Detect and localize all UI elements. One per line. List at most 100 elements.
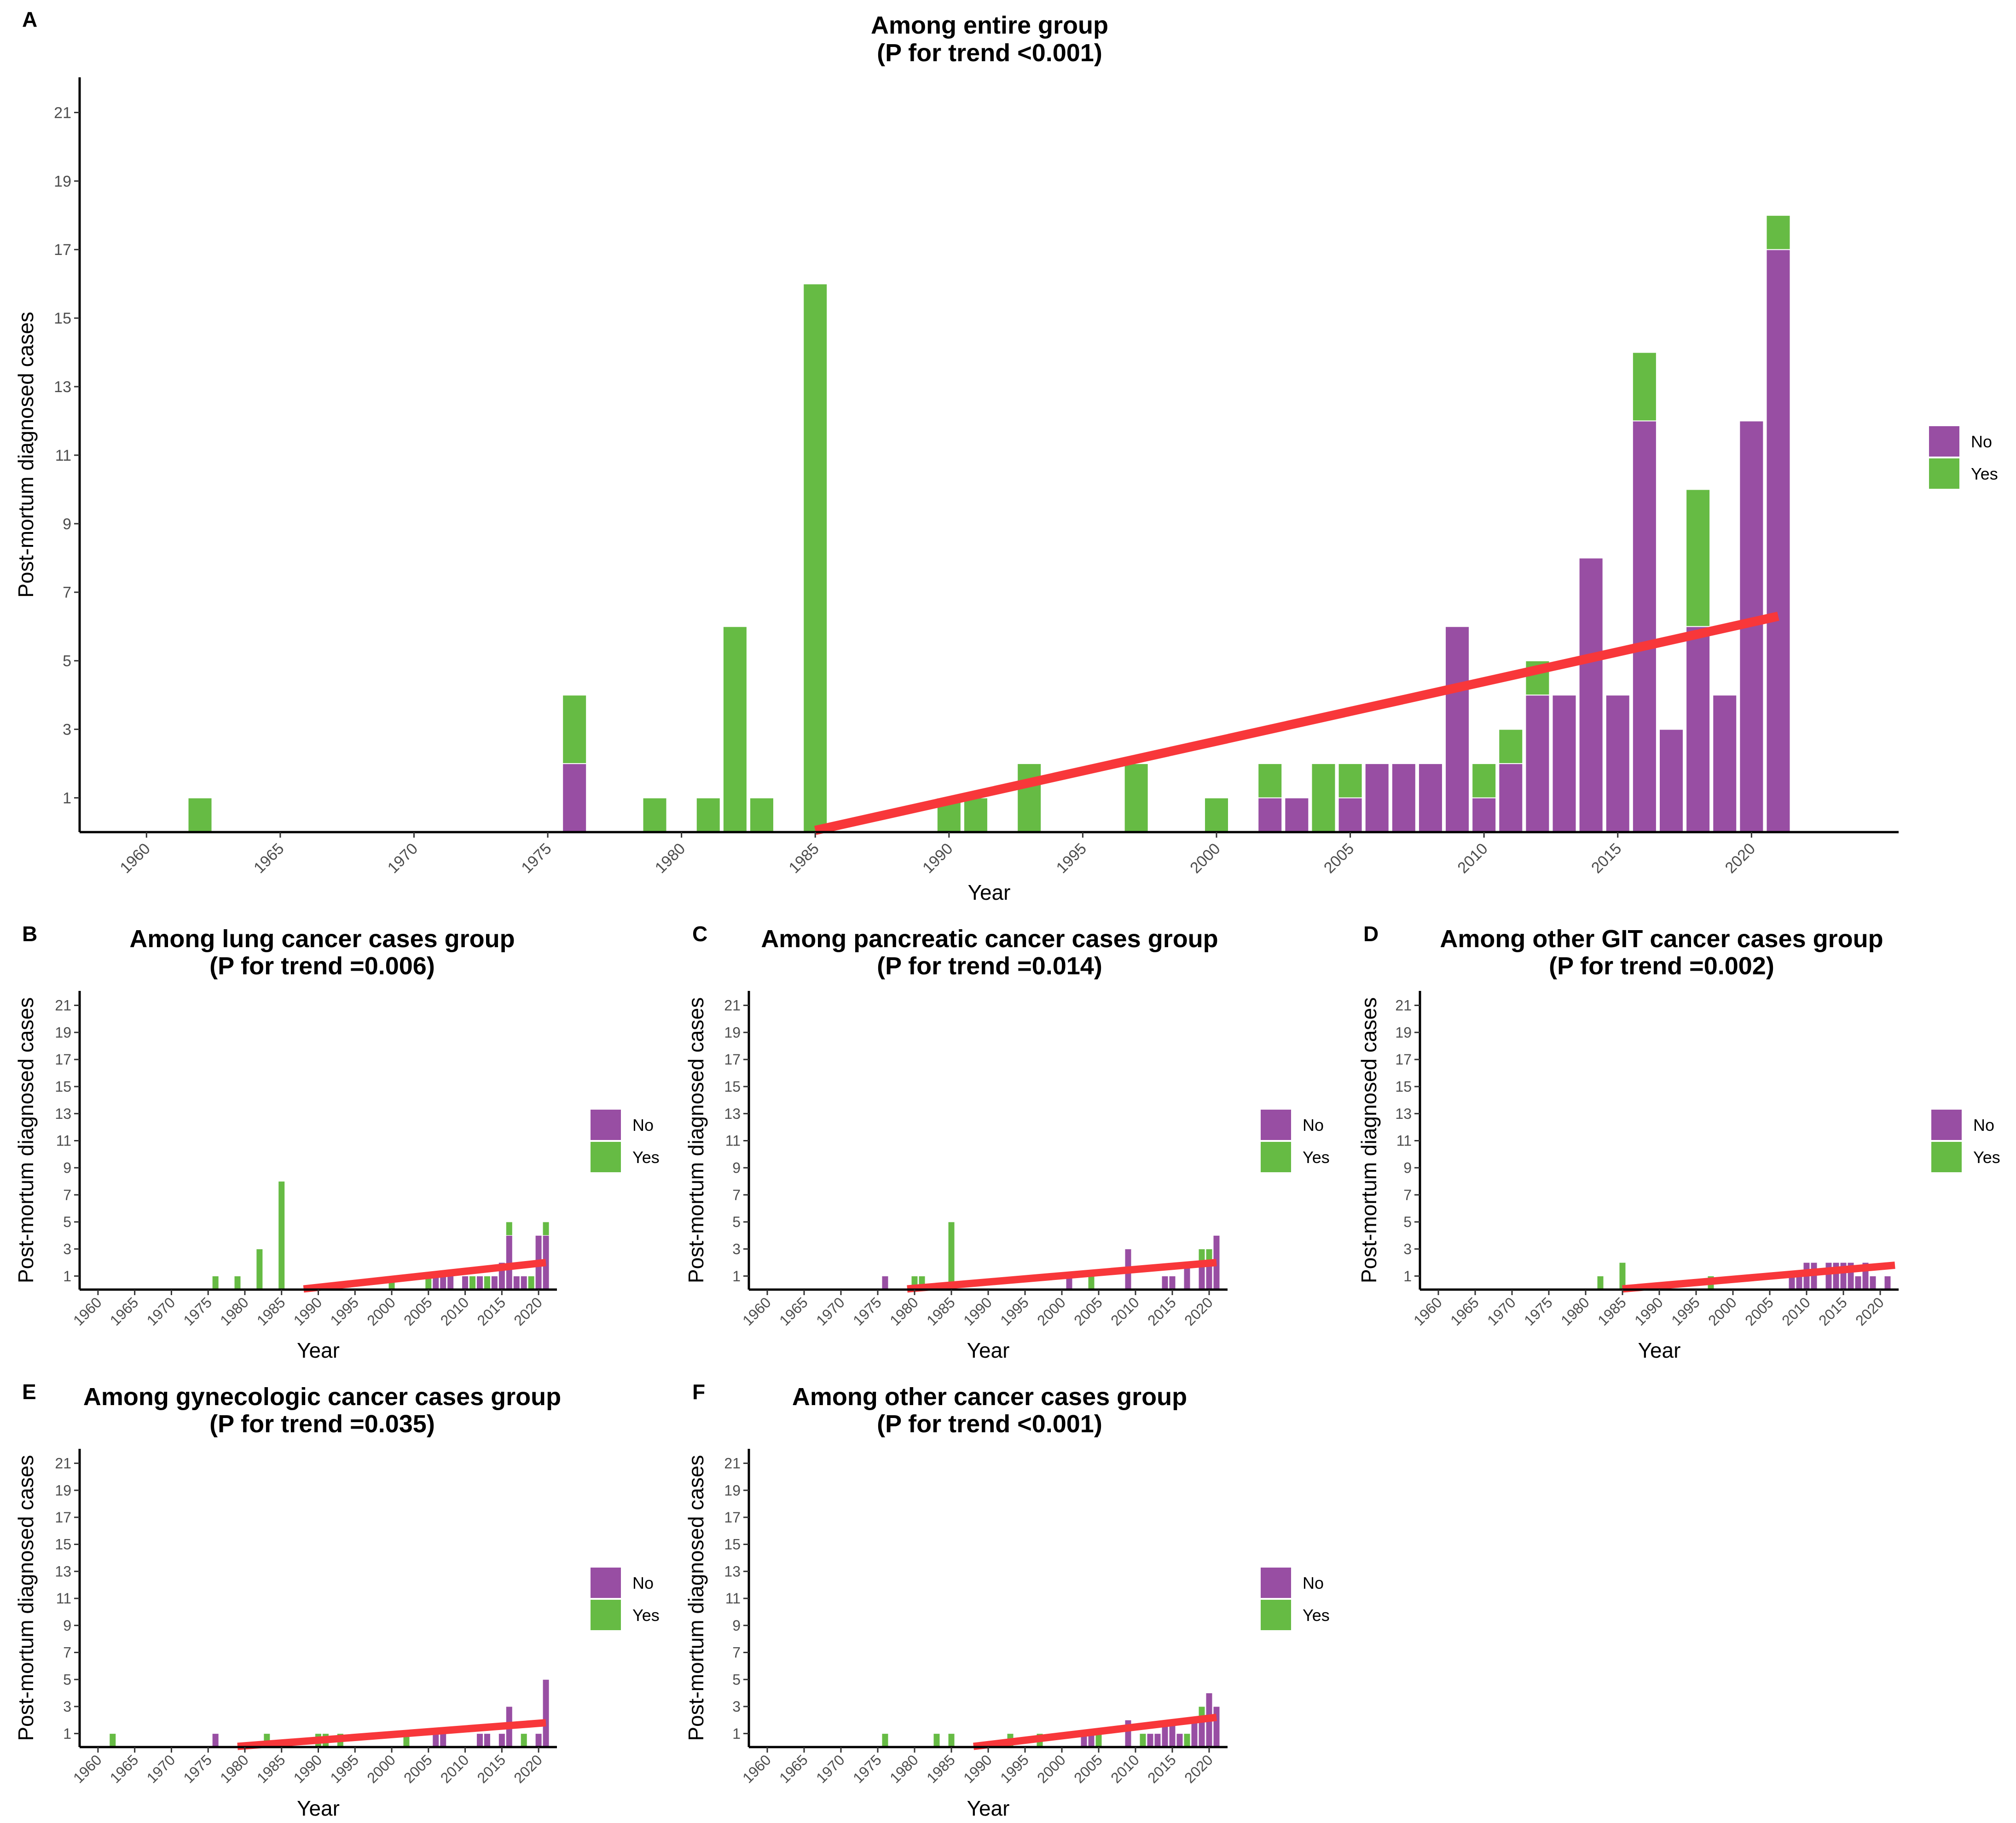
y-tick-label: 19 [1395,1024,1412,1041]
x-tick-label: 2005 [400,1294,435,1329]
bar-no [1198,1719,1205,1748]
legend: No Yes [1260,1109,1330,1173]
y-tick-label: 13 [54,378,71,396]
bar-no [483,1733,491,1748]
bar-yes [749,797,774,833]
legend: No Yes [590,1109,660,1173]
x-tick-label: 1975 [850,1751,885,1786]
bar-yes [469,1276,476,1290]
y-tick-label: 21 [55,1455,71,1472]
panel-letter: E [22,1380,36,1404]
y-tick-label: 5 [732,1214,741,1230]
x-tick-label: 2020 [1722,840,1759,877]
bar-no [1191,1719,1198,1748]
legend-label-no: No [1303,1116,1324,1134]
y-tick-label: 19 [54,173,71,190]
y-tick-label: 1 [63,1268,71,1285]
bar-no [1854,1276,1862,1290]
bar-yes [948,1733,955,1748]
x-tick-label: 1980 [1558,1294,1593,1329]
trend-line [1622,1262,1895,1293]
x-tick-label: 1995 [1668,1294,1703,1329]
bar-no [1605,694,1630,833]
x-tick-label: 1960 [1410,1294,1445,1329]
bar-no [462,1276,469,1290]
bar-yes [483,1276,491,1290]
x-tick-label: 2005 [1071,1294,1106,1329]
bar-yes [1766,214,1791,250]
y-tick-label: 17 [55,1509,71,1526]
x-tick-label: 1990 [290,1751,325,1786]
bar-no [881,1276,889,1290]
x-tick-label: 2005 [400,1751,435,1786]
panel-b: B Among lung cancer cases group(P for tre… [14,922,660,1362]
bar-yes [963,797,988,833]
y-tick-label: 9 [732,1160,741,1176]
panel-e: E Among gynecologic cancer cases group(P … [14,1380,660,1820]
bar-yes [212,1276,219,1290]
trend-line [237,1719,546,1750]
x-tick-label: 1985 [254,1751,289,1786]
bar-no [447,1276,454,1290]
x-tick-label: 2010 [437,1751,472,1786]
y-tick-label: 11 [725,1133,741,1149]
y-axis-title: Post-mortum diagnosed cases [684,997,708,1283]
x-tick-label: 1960 [117,840,154,877]
y-tick-label: 21 [724,997,741,1014]
y-tick-label: 3 [732,1698,741,1715]
y-tick-label: 5 [63,1214,71,1230]
y-tick-label: 15 [724,1536,741,1553]
y-tick-label: 3 [63,721,71,739]
x-tick-label: 1965 [250,840,287,877]
bar-no [1364,763,1390,833]
panel-d: D Among other GIT cancer cases group(P fo… [1357,922,2000,1362]
chart-title: Among other GIT cancer cases group [1440,925,1883,953]
legend-label-no: No [1303,1574,1324,1592]
x-tick-label: 1990 [290,1294,325,1329]
bar-no [1578,557,1604,833]
bar-no [1498,763,1524,833]
bar-yes [234,1276,241,1290]
y-tick-label: 17 [54,241,71,259]
legend-key-yes [1260,1599,1292,1631]
y-axis-title: Post-mortum diagnosed cases [14,1455,38,1741]
x-tick-label: 1985 [923,1294,958,1329]
y-tick-label: 21 [1395,997,1412,1014]
y-tick-label: 5 [1403,1214,1412,1230]
y-axis-title: Post-mortum diagnosed cases [684,1455,708,1741]
y-tick-label: 15 [55,1078,71,1095]
x-tick-label: 2010 [1778,1294,1813,1329]
x-tick-label: 1970 [1484,1294,1519,1329]
y-tick-label: 17 [55,1051,71,1068]
bar-yes [278,1181,285,1290]
y-tick-label: 9 [63,1617,71,1634]
x-tick-label: 2020 [1181,1751,1216,1786]
trend-line [907,1259,1217,1293]
legend-label-yes: Yes [632,1606,660,1625]
y-tick-label: 17 [724,1509,741,1526]
chart-subtitle: (P for trend <0.001) [877,39,1102,67]
x-axis-title: Year [297,1338,340,1362]
bar-no [505,1235,513,1290]
y-tick-label: 21 [54,104,71,122]
chart-subtitle: (P for trend =0.006) [209,952,435,980]
x-tick-label: 2015 [1588,840,1625,877]
bar-no [476,1733,483,1748]
x-tick-label: 2000 [364,1294,399,1329]
x-tick-label: 1995 [327,1751,362,1786]
x-tick-label: 1990 [960,1294,995,1329]
bar-yes [520,1733,527,1748]
x-tick-label: 2015 [1144,1751,1179,1786]
y-tick-label: 7 [63,1644,71,1661]
x-tick-label: 2015 [1144,1294,1179,1329]
bar-yes [109,1733,116,1748]
y-axis-title: Post-mortum diagnosed cases [14,312,38,597]
legend-key-yes [1260,1141,1292,1173]
y-tick-label: 11 [55,447,71,464]
y-tick-label: 19 [724,1024,741,1041]
bar-yes [527,1276,535,1290]
bar-no [1338,797,1363,833]
x-tick-label: 1960 [739,1751,774,1786]
bar-no [1825,1262,1832,1290]
bar-yes [1498,729,1524,764]
